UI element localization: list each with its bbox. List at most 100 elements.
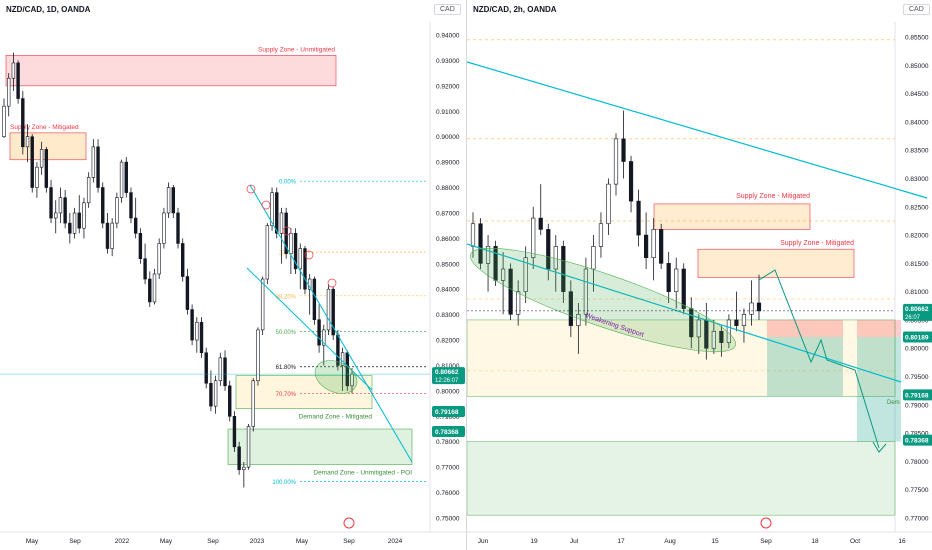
left-chart-canvas[interactable]: 0.94000 0.93000 0.92000 0.91000 0.90000 0.890… bbox=[0, 0, 466, 550]
left-level-badge-value: 0.79168 bbox=[435, 409, 459, 416]
left-candle-body bbox=[115, 197, 119, 224]
left-candle-body bbox=[148, 278, 152, 303]
right-candle-body bbox=[531, 217, 536, 258]
right-y-tick-label: 0.78000 bbox=[905, 459, 929, 466]
left-touch-marker bbox=[282, 226, 292, 236]
right-x-tick-label: Aug bbox=[664, 538, 676, 545]
right-supply-zone-label: Supply Zone - Mitigated bbox=[736, 193, 810, 200]
left-y-tick-label: 0.80000 bbox=[436, 388, 460, 395]
right-candle-body bbox=[628, 161, 634, 202]
left-candle-body bbox=[237, 446, 241, 470]
right-candle-body bbox=[636, 200, 641, 236]
left-candle-body bbox=[195, 321, 199, 341]
left-x-tick-label: 2024 bbox=[388, 538, 403, 545]
left-candle-body bbox=[176, 212, 180, 244]
left-y-tick-label: 0.93000 bbox=[436, 58, 460, 65]
left-chart-panel[interactable]: 0.94000 0.93000 0.92000 0.91000 0.90000 0.890… bbox=[0, 0, 466, 550]
right-x-tick-label: Oct bbox=[850, 538, 860, 545]
right-y-tick-label: 0.81000 bbox=[905, 289, 929, 296]
left-y-tick-label: 0.84000 bbox=[436, 287, 460, 294]
right-level-badge bbox=[903, 331, 932, 343]
right-y-tick-label: 0.79000 bbox=[905, 402, 929, 409]
left-candle-body bbox=[326, 288, 331, 331]
right-candle-body bbox=[501, 268, 506, 281]
right-candle-body bbox=[561, 246, 566, 292]
right-chart-panel[interactable]: 0.85500 0.85000 0.84500 0.84000 0.83500 0.830… bbox=[466, 0, 932, 550]
left-candle-body bbox=[246, 426, 251, 468]
left-candle-body bbox=[54, 212, 58, 219]
left-candle-body bbox=[157, 243, 161, 275]
right-candle-body bbox=[719, 330, 724, 343]
right-candle-body bbox=[583, 268, 588, 315]
left-candle-body bbox=[312, 278, 317, 321]
left-candle-body bbox=[58, 197, 63, 214]
right-y-tick-label: 0.84000 bbox=[905, 119, 929, 126]
left-candle-body bbox=[265, 225, 270, 280]
left-price-badge-value: 0.80662 bbox=[435, 369, 459, 376]
left-candle-body bbox=[289, 232, 293, 254]
right-candle-body bbox=[651, 229, 656, 258]
left-candle-body bbox=[275, 192, 279, 234]
right-candle-body bbox=[666, 263, 671, 292]
left-candle-body bbox=[63, 197, 67, 224]
left-candle-body bbox=[293, 232, 298, 270]
left-event-marker-icon bbox=[343, 517, 355, 529]
left-x-tick-label: 2023 bbox=[250, 538, 265, 545]
right-chart-canvas[interactable]: 0.85500 0.85000 0.84500 0.84000 0.83500 0.830… bbox=[467, 0, 932, 550]
left-candle-body bbox=[72, 212, 77, 234]
left-candle-body bbox=[340, 352, 345, 366]
left-touch-marker bbox=[304, 250, 314, 260]
left-price-badge bbox=[432, 367, 465, 385]
right-y-tick-label: 0.80000 bbox=[905, 346, 929, 353]
left-candle-body bbox=[223, 357, 227, 387]
left-candle-body bbox=[44, 149, 49, 188]
right-currency-button[interactable]: CAD bbox=[903, 4, 930, 15]
right-candle-body bbox=[508, 268, 513, 315]
right-candle-body bbox=[516, 291, 521, 315]
right-x-tick-label: Sep bbox=[760, 538, 772, 545]
left-x-tick-label: 2022 bbox=[115, 538, 130, 545]
left-candle-body bbox=[322, 329, 326, 346]
left-candle-body bbox=[35, 166, 39, 188]
left-candle-body bbox=[171, 187, 175, 214]
left-candle-body bbox=[39, 149, 44, 168]
right-x-tick-label: Jul bbox=[570, 538, 579, 545]
right-candle-body bbox=[711, 330, 716, 349]
right-event-marker-icon bbox=[760, 517, 772, 529]
left-candle-body bbox=[166, 187, 171, 214]
left-candle-body bbox=[152, 273, 157, 303]
left-candle-body bbox=[7, 77, 11, 107]
right-level-badge-value: 0.78368 bbox=[905, 438, 929, 445]
left-candle-body bbox=[82, 202, 86, 229]
left-candle-body bbox=[228, 385, 232, 417]
right-demand-zone-unmitigated bbox=[467, 441, 896, 516]
right-chart-title: NZD/CAD, 2h, OANDA bbox=[473, 5, 557, 14]
right-y-tick-label: 0.77500 bbox=[905, 487, 929, 494]
left-candle-body bbox=[86, 177, 91, 204]
right-candle-body bbox=[568, 291, 573, 326]
right-y-tick-label: 0.83500 bbox=[905, 148, 929, 155]
left-candle-body bbox=[119, 161, 124, 198]
right-x-tick-label: 18 bbox=[811, 538, 819, 545]
left-fib-level-label: 50.00% bbox=[276, 330, 297, 336]
right-y-tick-label: 0.78500 bbox=[905, 431, 929, 438]
right-candle-body bbox=[553, 246, 558, 270]
left-candle-body bbox=[16, 62, 20, 99]
left-level-badge bbox=[432, 406, 465, 417]
right-candle-body bbox=[681, 268, 686, 309]
left-candle-body bbox=[49, 187, 53, 219]
left-candle-body bbox=[124, 161, 128, 193]
left-candle-body bbox=[105, 222, 110, 249]
left-fib-level-label: 0.00% bbox=[279, 180, 297, 186]
right-y-tick-label: 0.85500 bbox=[905, 35, 929, 42]
left-currency-button[interactable]: CAD bbox=[434, 4, 461, 15]
left-candle-body bbox=[298, 248, 302, 270]
left-x-tick-label: May bbox=[160, 538, 173, 545]
left-candle-body bbox=[25, 136, 30, 148]
left-y-tick-label: 0.89000 bbox=[436, 160, 460, 167]
right-level-badge-value: 0.80189 bbox=[905, 335, 929, 342]
right-demand-zone-label: Dem bbox=[887, 400, 900, 406]
right-descending-trendline bbox=[467, 61, 928, 199]
right-x-tick-label: 16 bbox=[898, 538, 906, 545]
right-y-tick-label: 0.82500 bbox=[905, 204, 929, 211]
